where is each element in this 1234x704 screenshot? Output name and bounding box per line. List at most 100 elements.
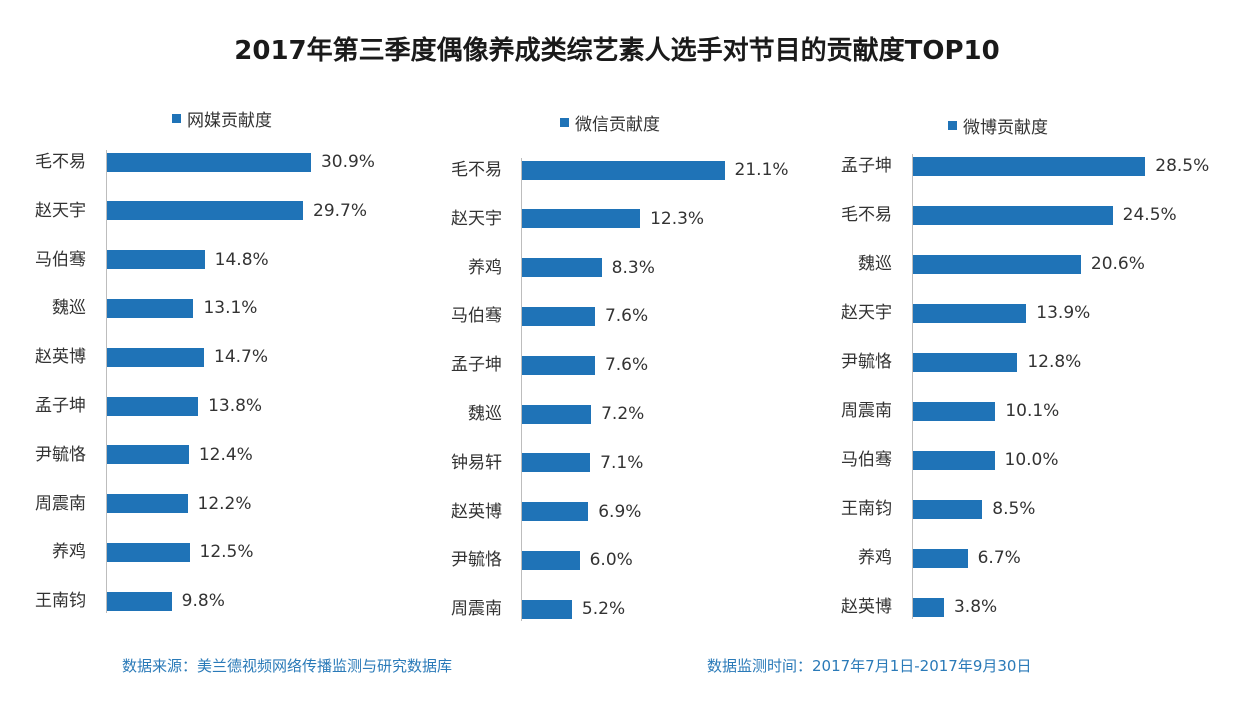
bar (522, 453, 591, 473)
legend-swatch (560, 118, 569, 127)
legend-swatch (172, 114, 181, 123)
bar (107, 396, 199, 416)
value-label: 12.5% (199, 542, 254, 563)
bar (522, 306, 595, 326)
legend-web-media: 网媒贡献度 (172, 106, 272, 131)
legend-label: 微信贡献度 (575, 115, 660, 135)
legend-weibo: 微博贡献度 (948, 113, 1048, 138)
value-label: 8.5% (992, 499, 1036, 519)
value-label: 13.1% (203, 298, 258, 319)
category-label: 魏巡 (858, 254, 892, 274)
value-label: 20.6% (1090, 254, 1145, 274)
legend-label: 网媒贡献度 (187, 111, 272, 131)
category-label: 养鸡 (858, 548, 892, 568)
category-axis-weibo (912, 154, 913, 619)
category-label: 魏巡 (468, 404, 502, 424)
bar (107, 347, 205, 367)
category-axis-wechat (521, 158, 522, 622)
value-label: 29.7% (313, 200, 368, 221)
category-label: 魏巡 (52, 298, 86, 319)
category-label: 马伯骞 (451, 306, 502, 327)
value-label: 13.8% (208, 396, 263, 416)
category-label: 赵天宇 (841, 303, 892, 323)
legend-label: 微博贡献度 (963, 118, 1048, 138)
category-label: 马伯骞 (35, 249, 86, 270)
bar (522, 550, 580, 570)
bar (913, 548, 968, 568)
value-label: 21.1% (734, 160, 789, 180)
bar (913, 156, 1146, 176)
category-label: 尹毓恪 (35, 444, 86, 465)
bar (107, 445, 189, 465)
bar (522, 160, 725, 180)
value-label: 5.2% (581, 599, 626, 620)
value-label: 14.7% (214, 347, 269, 368)
bar (107, 298, 194, 318)
value-label: 30.9% (320, 152, 375, 172)
category-label: 孟子坤 (841, 156, 892, 176)
value-label: 12.3% (650, 208, 705, 229)
bar (107, 250, 205, 270)
category-label: 钟易轩 (451, 452, 502, 473)
category-label: 尹毓恪 (841, 352, 892, 372)
value-label: 7.1% (600, 452, 644, 473)
category-label: 孟子坤 (451, 355, 502, 376)
value-label: 7.2% (601, 404, 645, 424)
bar (522, 404, 592, 424)
category-label: 王南钧 (841, 499, 892, 519)
category-label: 周震南 (451, 599, 502, 620)
category-label: 孟子坤 (35, 396, 86, 416)
bar (522, 355, 595, 375)
category-label: 赵英博 (841, 597, 892, 617)
value-label: 3.8% (953, 597, 998, 617)
category-label: 毛不易 (451, 160, 502, 180)
value-label: 6.9% (598, 501, 642, 522)
category-label: 赵英博 (451, 501, 502, 522)
value-label: 10.0% (1004, 450, 1059, 470)
value-label: 12.4% (198, 444, 253, 465)
category-label: 马伯骞 (841, 450, 892, 470)
chart-title: 2017年第三季度偶像养成类综艺素人选手对节目的贡献度TOP10 (234, 36, 1000, 66)
bar (913, 597, 944, 617)
bar (522, 599, 572, 619)
bar (913, 303, 1027, 323)
value-label: 14.8% (214, 249, 269, 270)
bar (107, 152, 311, 172)
legend-wechat: 微信贡献度 (560, 110, 660, 135)
bar (913, 401, 996, 421)
category-axis-web-media (106, 150, 107, 614)
bar (913, 205, 1113, 225)
category-label: 赵英博 (35, 347, 86, 368)
bar (522, 502, 589, 522)
category-label: 养鸡 (468, 257, 502, 278)
value-label: 24.5% (1122, 205, 1177, 225)
category-label: 周震南 (841, 401, 892, 421)
category-label: 周震南 (35, 493, 86, 514)
bar (913, 450, 995, 470)
bar (522, 258, 602, 278)
bar (107, 494, 188, 514)
value-label: 10.1% (1005, 401, 1060, 421)
value-label: 12.8% (1027, 352, 1082, 372)
category-label: 毛不易 (35, 152, 86, 172)
value-label: 12.2% (197, 493, 252, 514)
category-label: 养鸡 (52, 542, 86, 563)
value-label: 6.0% (589, 550, 633, 571)
bar (913, 499, 983, 519)
monitoring-period-note: 数据监测时间：2017年7月1日-2017年9月30日 (707, 657, 1032, 675)
category-label: 赵天宇 (35, 200, 86, 221)
value-label: 13.9% (1036, 303, 1091, 323)
bar (107, 542, 190, 562)
bar (913, 254, 1081, 274)
value-label: 8.3% (611, 257, 655, 278)
legend-swatch (948, 121, 957, 130)
value-label: 6.7% (977, 548, 1021, 568)
bar (107, 201, 304, 221)
data-source-note: 数据来源：美兰德视频网络传播监测与研究数据库 (122, 657, 453, 675)
value-label: 9.8% (181, 591, 225, 612)
bar (522, 209, 641, 229)
bar (107, 591, 172, 611)
value-label: 7.6% (604, 306, 649, 327)
value-label: 7.6% (604, 355, 649, 376)
category-label: 赵天宇 (451, 208, 502, 229)
